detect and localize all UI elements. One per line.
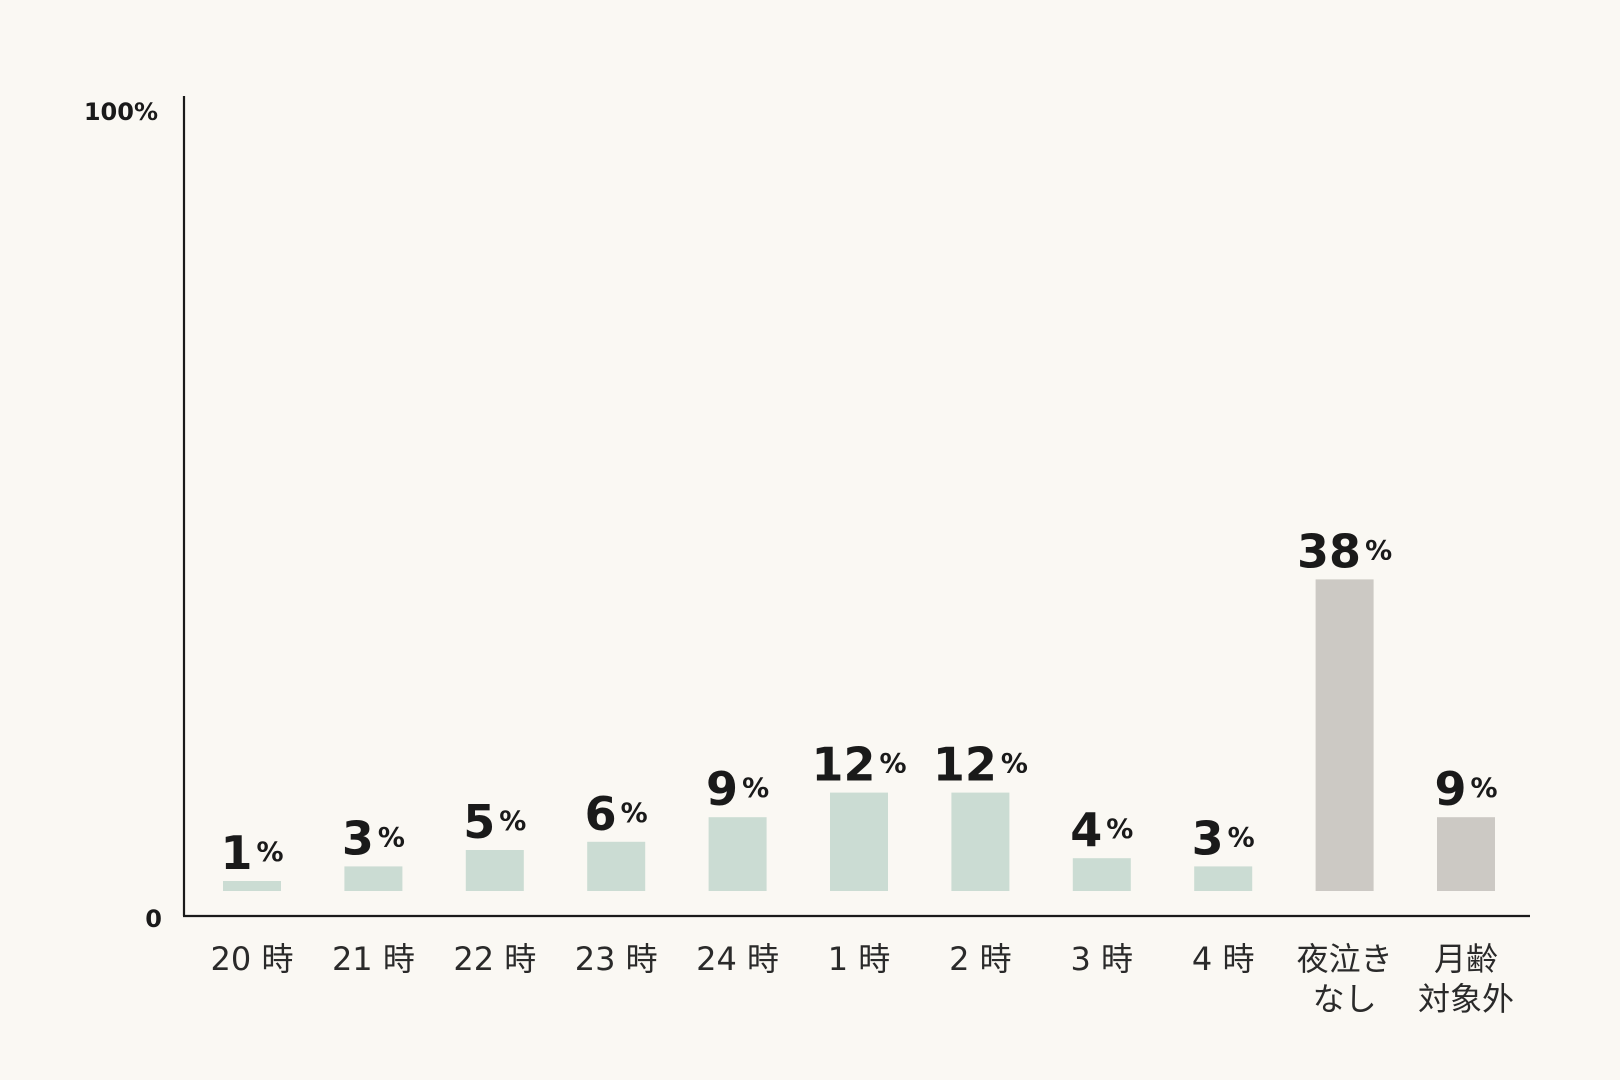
- data-label: 12%: [933, 738, 1028, 792]
- data-label: 6%: [585, 787, 648, 841]
- data-label-unit: %: [621, 798, 648, 829]
- category-label-line: 24 時: [696, 940, 779, 978]
- data-label-value: 12: [933, 738, 997, 792]
- data-label-value: 4: [1070, 803, 1102, 857]
- data-label-unit: %: [1470, 773, 1497, 804]
- bar: [1437, 817, 1495, 891]
- bar: [1194, 866, 1253, 891]
- data-label: 3%: [342, 811, 405, 865]
- bar: [223, 881, 281, 891]
- category-label-line: 2 時: [949, 940, 1012, 978]
- data-label: 9%: [706, 762, 769, 816]
- data-label: 38%: [1297, 524, 1392, 578]
- bar: [1315, 579, 1374, 891]
- category-label: 月齢対象外: [1418, 940, 1514, 1018]
- data-label-value: 9: [1434, 762, 1466, 816]
- data-label: 3%: [1192, 811, 1255, 865]
- data-label-unit: %: [1001, 749, 1028, 780]
- category-label: 1 時: [828, 940, 891, 978]
- category-label: 21 時: [332, 940, 415, 978]
- bar: [830, 792, 888, 891]
- data-label-unit: %: [499, 806, 526, 837]
- category-label-line: 1 時: [828, 940, 891, 978]
- data-label-value: 38: [1297, 524, 1361, 578]
- data-label: 12%: [811, 738, 906, 792]
- category-label-line: なし: [1313, 980, 1377, 1018]
- bar: [708, 817, 767, 891]
- y-tick-label-max: 100%: [84, 98, 158, 126]
- category-label: 23 時: [575, 940, 658, 978]
- category-label: 3 時: [1071, 940, 1134, 978]
- category-label: 20 時: [211, 940, 294, 978]
- bar: [344, 866, 403, 891]
- data-label-unit: %: [256, 837, 283, 868]
- category-label: 24 時: [696, 940, 779, 978]
- data-label-unit: %: [378, 822, 405, 853]
- data-label-value: 3: [342, 811, 374, 865]
- category-label-line: 3 時: [1071, 940, 1134, 978]
- category-label-line: 23 時: [575, 940, 658, 978]
- category-label-line: 22 時: [453, 940, 536, 978]
- bar: [465, 850, 524, 891]
- y-tick-label-zero: 0: [145, 905, 162, 933]
- data-label-value: 3: [1192, 811, 1224, 865]
- data-label-value: 6: [585, 787, 617, 841]
- data-label-value: 5: [463, 795, 495, 849]
- data-label-unit: %: [1228, 822, 1255, 853]
- data-label: 5%: [463, 795, 526, 849]
- category-label-line: 21 時: [332, 940, 415, 978]
- data-label-unit: %: [742, 773, 769, 804]
- category-label-line: 月齢: [1434, 940, 1498, 978]
- data-label-value: 12: [811, 738, 875, 792]
- category-label: 2 時: [949, 940, 1012, 978]
- data-label: 4%: [1070, 803, 1133, 857]
- category-label: 22 時: [453, 940, 536, 978]
- value-labels: 1% 3% 5% 6% 9% 12% 12 %4% 3 %38 %9%: [220, 524, 1497, 880]
- data-label-unit: %: [1365, 535, 1392, 566]
- data-label: 9%: [1434, 762, 1497, 816]
- category-label-line: 対象外: [1418, 980, 1514, 1018]
- data-label-unit: %: [1106, 814, 1133, 845]
- bar: [951, 792, 1010, 891]
- bar: [1072, 858, 1131, 891]
- bars: [223, 579, 1495, 891]
- data-label: 1%: [220, 826, 283, 880]
- category-label: 4 時: [1192, 940, 1255, 978]
- bar: [587, 841, 646, 891]
- category-label-line: 4 時: [1192, 940, 1255, 978]
- category-label-line: 夜泣き: [1297, 940, 1393, 978]
- category-label-line: 20 時: [211, 940, 294, 978]
- category-label: 夜泣きなし: [1297, 940, 1393, 1018]
- data-label-unit: %: [879, 749, 906, 780]
- chart-axes: 100% 0: [84, 96, 1530, 933]
- data-label-value: 9: [706, 762, 738, 816]
- data-label-value: 1: [220, 826, 252, 880]
